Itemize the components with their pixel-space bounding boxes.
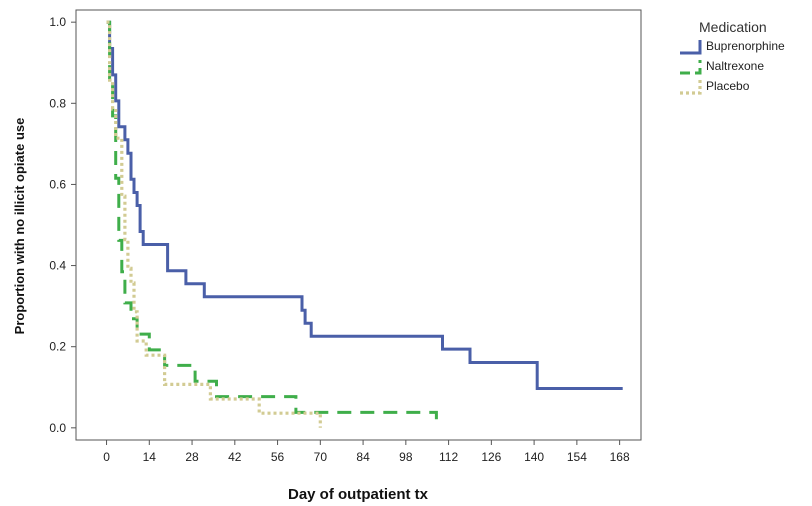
x-tick-label: 140 (524, 450, 544, 464)
x-axis-title: Day of outpatient tx (288, 486, 429, 503)
legend-items: Buprenorphine Naltrexone Placebo (680, 39, 785, 95)
series-layer (106, 20, 623, 428)
x-tick-label: 84 (356, 450, 370, 464)
series-line-placebo (106, 20, 322, 428)
x-tick-label: 168 (610, 450, 630, 464)
legend: Medication Buprenorphine Naltrexone Placeb… (680, 19, 785, 95)
y-tick-label: 0.8 (49, 96, 66, 110)
plot-frame (75, 9, 642, 441)
legend-symbol-buprenorphine (680, 40, 702, 55)
y-tick-label: 0.4 (49, 259, 66, 273)
legend-title: Medication (699, 19, 767, 35)
x-tick-label: 98 (399, 450, 413, 464)
x-tick-label: 14 (143, 450, 157, 464)
y-tick-label: 0.2 (49, 340, 66, 354)
y-tick-label: 1.0 (49, 15, 66, 29)
x-tick-label: 70 (314, 450, 328, 464)
y-tick-label: 0.6 (49, 177, 66, 191)
x-tick-label: 56 (271, 450, 285, 464)
x-tick-label: 112 (439, 450, 458, 464)
x-tick-label: 126 (481, 450, 501, 464)
legend-label-buprenorphine: Buprenorphine (706, 39, 785, 53)
x-tick-label: 154 (567, 450, 587, 464)
y-tick-label: 0.0 (49, 421, 66, 435)
x-tick-label: 0 (103, 450, 110, 464)
legend-label-placebo: Placebo (706, 79, 750, 93)
y-axis-title: Proportion with no illicit opiate use (12, 118, 27, 335)
y-axis: 0.0 0.2 0.4 0.6 0.8 1.0 (49, 15, 76, 435)
x-tick-label: 42 (228, 450, 242, 464)
legend-label-naltrexone: Naltrexone (706, 59, 764, 73)
series-line-buprenorphine (106, 20, 623, 390)
legend-symbol-naltrexone (680, 60, 702, 75)
legend-symbol-placebo (680, 80, 702, 95)
x-tick-label: 28 (185, 450, 199, 464)
x-axis: 0 14 28 42 56 70 84 98 112 126 140 154 168 (103, 440, 630, 464)
